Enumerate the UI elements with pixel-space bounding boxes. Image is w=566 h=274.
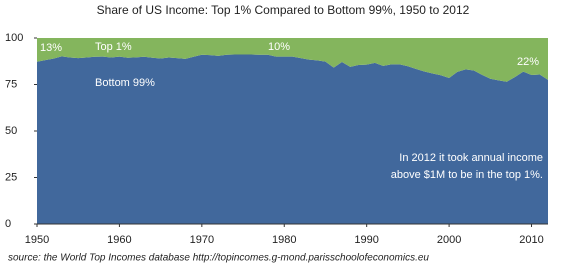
x-tick-label: 1960 xyxy=(107,234,131,246)
legend-label: Bottom 99% xyxy=(95,77,155,89)
annotation: 22% xyxy=(517,56,539,68)
area xyxy=(37,54,548,224)
annotation: above $1M to be in the top 1%. xyxy=(391,169,543,181)
x-tick-label: 1990 xyxy=(354,234,378,246)
x-tick-label: 1950 xyxy=(25,234,49,246)
chart-title: Share of US Income: Top 1% Compared to B… xyxy=(97,3,470,17)
y-tick-label: 50 xyxy=(5,125,17,137)
x-tick-label: 1970 xyxy=(190,234,214,246)
y-tick-label: 0 xyxy=(5,218,11,230)
annotation: In 2012 it took annual income xyxy=(399,152,543,164)
area xyxy=(37,38,548,82)
legend-label: Top 1% xyxy=(95,41,132,53)
source: source: the World Top Incomes database h… xyxy=(8,253,429,264)
y-tick-label: 25 xyxy=(5,171,17,183)
y-tick-label: 100 xyxy=(5,32,23,44)
x-tick-label: 2000 xyxy=(437,234,461,246)
y-tick-label: 75 xyxy=(5,78,17,90)
x-tick-label: 2010 xyxy=(519,234,543,246)
annotation: 13% xyxy=(40,42,62,54)
x-tick-label: 1980 xyxy=(272,234,296,246)
annotation: 10% xyxy=(268,41,290,53)
